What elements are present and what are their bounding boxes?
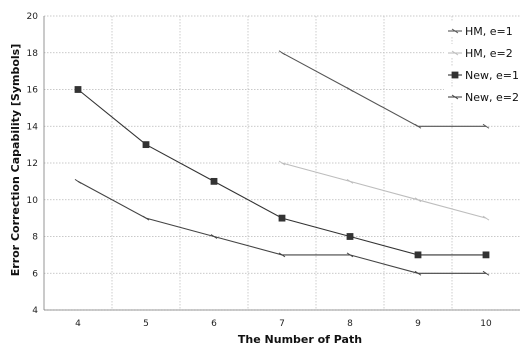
data-point (278, 50, 286, 56)
data-point (482, 215, 490, 221)
y-tick-label: 20 (27, 12, 39, 22)
legend-item: New, e=2 (444, 88, 520, 104)
series-line (281, 52, 486, 127)
data-point (451, 28, 459, 34)
legend-background (444, 88, 520, 102)
x-axis-title: The Number of Path (238, 333, 362, 346)
data-point (414, 251, 422, 259)
data-point (278, 214, 286, 222)
data-point (414, 270, 422, 276)
series-3 (74, 86, 490, 259)
legend-label: HM, e=1 (465, 25, 513, 38)
data-point (482, 270, 490, 276)
legend-item: New, e=1 (444, 66, 520, 82)
data-point (451, 50, 459, 56)
data-point (74, 178, 82, 184)
x-tick-label: 7 (279, 319, 285, 329)
y-tick-label: 14 (27, 122, 39, 132)
data-point (414, 123, 422, 129)
data-point (451, 71, 459, 79)
legend-background (444, 44, 520, 58)
axes (43, 16, 520, 311)
y-tick-label: 4 (32, 306, 38, 316)
series-1 (278, 50, 490, 129)
data-point (482, 251, 490, 259)
data-point (210, 177, 218, 185)
data-point (278, 160, 286, 166)
tick-labels: 4 6 8 10 12 14 16 18 20 4 5 6 7 8 9 10 (27, 12, 492, 329)
data-point (346, 87, 354, 92)
series-line (77, 180, 486, 274)
y-tick-label: 10 (27, 196, 39, 206)
x-tick-label: 10 (480, 319, 492, 329)
series-lines (74, 50, 490, 276)
y-tick-label: 12 (27, 159, 38, 169)
legend-label: New, e=2 (465, 91, 519, 104)
series-2 (278, 160, 490, 221)
legend-item: HM, e=2 (444, 44, 520, 60)
data-point (142, 215, 150, 221)
data-point (142, 141, 150, 149)
y-axis-title: Error Correction Capability [Symbols] (9, 44, 22, 276)
x-tick-label: 8 (347, 319, 353, 329)
legend-label: New, e=1 (465, 69, 519, 82)
data-point (414, 197, 422, 203)
series-4 (74, 178, 490, 276)
data-point (346, 178, 354, 184)
data-point (482, 123, 490, 129)
x-tick-label: 5 (143, 319, 149, 329)
data-point (278, 252, 286, 258)
x-tick-label: 4 (75, 319, 81, 329)
legend: HM, e=1 HM, e=2 New, e=1 New, e=2 (444, 22, 520, 104)
y-tick-label: 18 (27, 49, 39, 59)
legend-background (444, 22, 520, 36)
legend-label: HM, e=2 (465, 47, 513, 60)
x-tick-label: 6 (211, 319, 217, 329)
data-point (210, 234, 218, 239)
data-point (74, 86, 82, 93)
legend-background (444, 66, 520, 80)
series-line (281, 162, 487, 219)
x-tick-label: 9 (415, 319, 421, 329)
legend-item: HM, e=1 (444, 22, 520, 38)
y-tick-label: 6 (32, 269, 38, 279)
data-point (346, 252, 354, 258)
y-tick-label: 16 (27, 86, 39, 96)
series-line (77, 89, 486, 256)
y-tick-label: 8 (32, 233, 38, 243)
data-point (451, 94, 459, 100)
data-point (346, 233, 354, 240)
